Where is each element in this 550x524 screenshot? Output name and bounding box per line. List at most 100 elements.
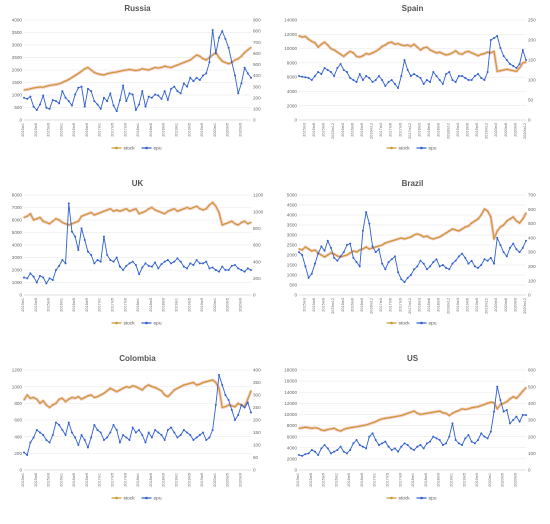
data-point-epu [448, 71, 451, 73]
data-point-epu [96, 429, 99, 431]
x-tick-label: 2020m12 [523, 298, 527, 314]
x-tick-label: 2016m1 [59, 298, 63, 312]
x-tick-label: 2019m5 [187, 298, 191, 312]
data-point-stock [32, 219, 35, 221]
data-point-epu [317, 454, 320, 456]
data-point-epu [493, 37, 496, 39]
data-point-epu [173, 85, 176, 88]
data-point-stock [490, 401, 492, 403]
data-point-stock [493, 238, 495, 240]
x-tick-label: 2015m9 [47, 473, 51, 487]
data-point-epu [307, 452, 310, 455]
data-point-stock [323, 429, 326, 432]
data-point-epu [467, 434, 470, 436]
x-tick-label: 2018m6 [427, 298, 431, 312]
data-point-epu [134, 264, 137, 266]
x-tick-label: 2015m12 [331, 298, 335, 314]
y-right-tick-label: 400 [253, 73, 261, 78]
data-point-epu [166, 259, 169, 261]
data-point-stock [170, 66, 172, 69]
x-tick-label: 2018m1 [136, 473, 140, 487]
legend-label-epu: epu [154, 322, 162, 327]
data-point-stock [477, 218, 479, 220]
data-point-stock [119, 70, 121, 72]
data-point-epu [480, 264, 483, 266]
data-point-stock [36, 86, 38, 89]
y-left-tick-label: 1000 [287, 273, 298, 278]
data-point-epu [358, 265, 361, 268]
data-point-stock [147, 208, 150, 210]
data-point-epu [221, 30, 224, 33]
data-point-stock [183, 384, 185, 386]
y-left-tick-label: 0 [294, 118, 297, 123]
data-point-epu [99, 260, 102, 263]
data-point-epu [58, 424, 61, 426]
data-point-epu [70, 104, 73, 107]
data-point-epu [307, 276, 310, 279]
y-right-tick-label: 0 [253, 468, 256, 473]
data-point-stock [381, 45, 383, 48]
y-left-tick-label: 2000 [12, 68, 23, 73]
data-point-stock [32, 87, 35, 89]
data-point-stock [330, 428, 332, 430]
data-point-stock [512, 395, 514, 398]
data-point-epu [80, 434, 83, 436]
legend-marker-stock [390, 496, 393, 500]
data-point-stock [499, 403, 502, 406]
data-point-stock [215, 381, 217, 384]
data-point-epu [122, 84, 125, 87]
data-point-epu [298, 75, 300, 77]
data-point-stock [218, 56, 220, 59]
data-point-stock [493, 50, 495, 53]
data-point-stock [176, 210, 179, 212]
data-point-epu [393, 447, 396, 450]
data-point-stock [205, 208, 207, 210]
data-point-epu [416, 445, 419, 448]
data-point-stock [192, 381, 195, 384]
data-point-epu [326, 447, 329, 450]
data-point-stock [157, 388, 159, 390]
x-tick-label: 2020m9 [513, 473, 517, 487]
data-point-stock [170, 209, 172, 211]
data-point-epu [192, 264, 195, 266]
data-point-epu [323, 67, 326, 69]
y-left-tick-label: 14000 [284, 18, 297, 23]
y-left-tick-label: 4000 [12, 18, 23, 23]
data-point-stock [132, 385, 134, 387]
x-tick-label: 2018m3 [417, 298, 421, 312]
data-point-epu [371, 432, 374, 435]
y-left-tick-label: 10000 [284, 46, 297, 51]
data-point-stock [163, 213, 166, 215]
x-tick-label: 2019m1 [174, 298, 178, 312]
x-tick-label: 2016m9 [85, 298, 89, 312]
data-point-stock [448, 414, 450, 417]
data-point-stock [349, 50, 351, 53]
data-point-epu [368, 222, 371, 225]
data-point-epu [147, 95, 150, 98]
y-right-tick-label: 500 [253, 62, 261, 67]
data-point-epu [298, 251, 300, 254]
data-point-epu [493, 410, 496, 413]
data-point-epu [448, 268, 451, 271]
data-point-epu [234, 74, 237, 77]
data-point-epu [227, 399, 230, 401]
data-point-stock [410, 45, 412, 48]
data-point-stock [486, 210, 489, 212]
data-point-stock [387, 241, 390, 243]
data-point-epu [54, 269, 57, 271]
data-point-stock [502, 402, 505, 405]
data-point-epu [70, 431, 73, 434]
data-point-epu [496, 35, 499, 37]
data-point-epu [141, 266, 144, 269]
y-right-tick-label: 100 [253, 106, 261, 111]
data-point-epu [99, 107, 102, 110]
data-point-epu [413, 268, 416, 271]
data-point-stock [135, 385, 137, 388]
data-point-stock [202, 381, 204, 384]
data-point-epu [451, 262, 454, 265]
y-left-tick-label: 5000 [12, 230, 23, 235]
data-point-epu [102, 235, 105, 238]
data-point-epu [390, 79, 393, 81]
data-point-epu [342, 251, 345, 254]
data-point-stock [71, 396, 73, 399]
